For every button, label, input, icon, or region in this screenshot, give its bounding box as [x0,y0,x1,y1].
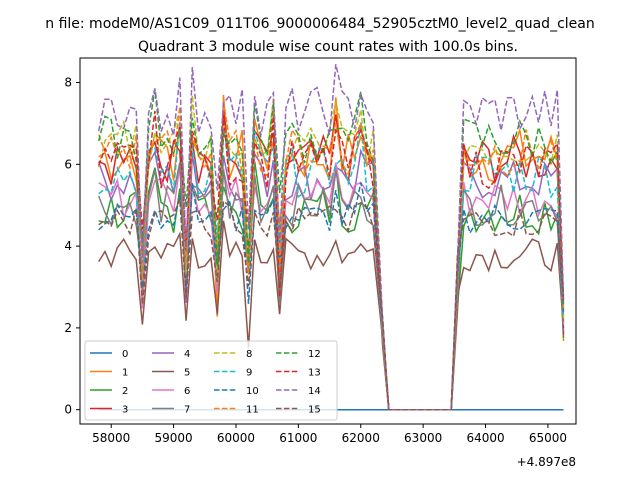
plot-frame [79,57,577,425]
legend-label-1: 1 [122,368,128,379]
series-line-10 [98,182,565,411]
x-tick-label: 64000 [466,431,504,445]
x-axis: 58000 59000 60000 61000 62000 63000 64000 65000 [92,424,567,445]
legend-label-2: 2 [122,386,128,397]
series-line-11 [97,100,565,411]
chart-title: Quadrant 3 module wise count rates with … [138,39,518,55]
series-line-13 [97,110,565,411]
legend-label-13: 13 [308,368,321,379]
x-tick-label: 65000 [529,431,567,445]
legend-label-10: 10 [246,386,259,397]
legend-label-7: 7 [184,405,190,416]
y-axis: 0 2 4 6 8 [64,76,80,417]
series-line-5 [98,220,565,411]
legend-label-8: 8 [246,349,252,360]
legend-label-15: 15 [308,405,321,416]
series-line-15 [98,198,565,411]
x-tick-label: 63000 [404,431,442,445]
x-tick-label: 58000 [92,431,130,445]
series-line-7 [97,162,565,411]
figure-suptitle: n file: modeM0/AS1C09_011T06_9000006484_… [45,16,594,32]
legend-label-11: 11 [246,405,259,416]
series-line-14 [97,64,565,411]
x-offset-label: +4.897e8 [517,455,576,469]
x-tick-label: 60000 [217,431,255,445]
legend-label-6: 6 [184,386,190,397]
legend-label-3: 3 [122,405,128,416]
legend-box [84,340,338,421]
x-tick-label: 61000 [279,431,317,445]
legend-label-4: 4 [184,349,190,360]
y-tick-label: 4 [64,239,72,253]
x-tick-label: 62000 [342,431,380,445]
y-tick-label: 6 [64,157,72,171]
legend-label-0: 0 [122,349,128,360]
legend-label-9: 9 [246,368,252,379]
plot-lines [97,64,565,411]
y-tick-label: 2 [64,321,72,335]
series-line-8 [97,95,565,411]
legend-label-12: 12 [308,349,321,360]
x-tick-label: 59000 [154,431,192,445]
series-line-12 [97,89,565,411]
y-tick-label: 0 [64,403,72,417]
y-tick-label: 8 [64,76,72,90]
legend-label-14: 14 [308,386,321,397]
legend-label-5: 5 [184,368,190,379]
